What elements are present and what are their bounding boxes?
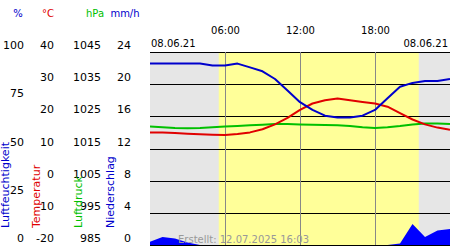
night-background [150,52,450,245]
axis-title: Temperatur [30,164,43,229]
grid-line [300,52,301,245]
y-tick-label: 24 [117,39,131,52]
axis-title: Niederschlag [104,156,117,228]
y-tick-label: 40 [40,39,54,52]
axis-unit: mm/h [110,8,139,19]
chart: 06:0012:0018:00%1007550250Luftfeuchtigke… [0,0,450,250]
y-tick-label: 8 [124,168,131,181]
axis-title: Luftdruck [72,176,85,228]
y-tick-label: 1025 [73,103,101,116]
y-tick-label: 50 [10,136,24,149]
y-tick-label: 985 [80,232,101,245]
y-tick-label: 4 [124,200,131,213]
y-tick-label: 0 [124,232,131,245]
y-tick-label: -20 [36,232,54,245]
precipitation-area [150,224,450,245]
y-tick-label: 16 [117,103,131,116]
date-label: 08.06.21 [151,38,196,49]
x-tick-label: 18:00 [361,25,390,36]
y-tick-label: 10 [40,136,54,149]
y-tick-label: 20 [117,71,131,84]
axis-unit: hPa [86,8,104,19]
date-label: 08.06.21 [403,38,448,49]
y-tick-label: 100 [3,39,24,52]
y-tick-label: 12 [117,136,131,149]
series-line [150,64,450,118]
y-tick-label: 1015 [73,136,101,149]
axis-unit: % [13,8,23,19]
axis-title: Luftfeuchtigkeit [0,141,12,228]
y-tick-label: 1045 [73,39,101,52]
series-line [150,123,450,128]
grid-line [225,52,226,245]
axis-unit: °C [42,8,54,19]
x-tick-label: 12:00 [286,25,315,36]
series-line [150,99,450,135]
y-tick-label: 1035 [73,71,101,84]
grid-line [375,52,376,245]
created-note: Erstellt: 12.07.2025 16:03 [178,234,309,245]
y-tick-label: 25 [10,184,24,197]
y-tick-label: 30 [40,71,54,84]
grid-line [150,245,450,246]
y-tick-label: 0 [47,168,54,181]
plot-area [150,64,450,245]
y-tick-label: 0 [17,232,24,245]
x-tick-label: 06:00 [211,25,240,36]
y-tick-label: 75 [10,87,24,100]
y-tick-label: 20 [40,103,54,116]
daylight [219,52,419,245]
